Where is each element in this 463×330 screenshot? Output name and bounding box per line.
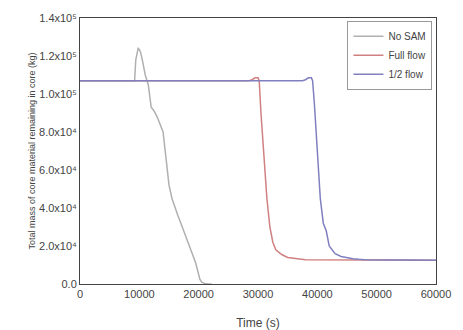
svg-text:1.2x10⁵: 1.2x10⁵ [39,50,77,62]
svg-text:Full flow: Full flow [388,50,425,61]
svg-text:1.0x10⁵: 1.0x10⁵ [39,88,77,100]
svg-text:6.0x10⁴: 6.0x10⁴ [39,164,77,176]
svg-text:Total mass of core material re: Total mass of core material remaining in… [27,52,37,249]
svg-text:1/2 flow: 1/2 flow [388,69,423,80]
svg-text:20000: 20000 [183,288,214,300]
svg-text:Time (s): Time (s) [236,316,280,330]
svg-text:No SAM: No SAM [388,31,425,42]
svg-text:40000: 40000 [302,288,333,300]
svg-text:0: 0 [77,288,83,300]
svg-text:2.0x10⁴: 2.0x10⁴ [39,240,77,252]
svg-text:30000: 30000 [243,288,274,300]
svg-text:50000: 50000 [361,288,392,300]
svg-text:60000: 60000 [421,288,452,300]
svg-text:8.0x10⁴: 8.0x10⁴ [39,126,77,138]
svg-text:0.0: 0.0 [62,278,77,290]
svg-text:4.0x10⁴: 4.0x10⁴ [39,202,77,214]
svg-text:10000: 10000 [124,288,155,300]
svg-text:1.4x10⁵: 1.4x10⁵ [39,12,77,24]
